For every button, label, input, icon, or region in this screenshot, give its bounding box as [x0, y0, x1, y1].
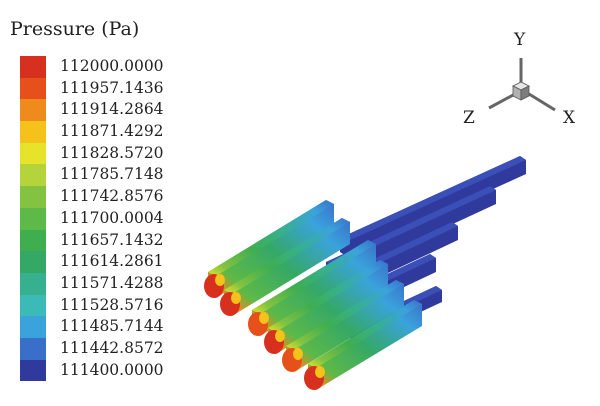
- legend-swatch: [20, 359, 46, 382]
- inlet-channels: [208, 200, 422, 390]
- legend-value: 111914.2864: [60, 100, 164, 119]
- legend-value: 111614.2861: [60, 252, 164, 271]
- legend-swatch: [20, 337, 46, 360]
- legend-value: 111528.5716: [60, 295, 164, 314]
- legend-swatch: [20, 142, 46, 165]
- axis-triad: Y Z X: [455, 28, 595, 138]
- legend-swatch: [20, 121, 46, 143]
- legend-swatch: [20, 186, 46, 208]
- legend-value: 111657.1432: [60, 230, 164, 249]
- legend-value: 111571.4288: [60, 273, 164, 292]
- legend-value: 111871.4292: [60, 122, 164, 141]
- legend-value: 112000.0000: [60, 57, 164, 75]
- legend-swatch: [20, 207, 46, 230]
- channel-model-graphic: [204, 156, 526, 390]
- y-axis-label: Y: [514, 30, 526, 50]
- legend-swatch: [20, 272, 46, 295]
- legend-value: 111742.8576: [60, 187, 164, 206]
- pressure-field-model: [190, 140, 550, 400]
- legend-value: 111828.5720: [60, 143, 164, 162]
- legend-swatch: [20, 229, 46, 252]
- legend-title: Pressure (Pa): [10, 18, 140, 40]
- legend-value: 111785.7148: [60, 165, 164, 184]
- legend-swatch: [20, 77, 46, 100]
- axis-triad-icon: [488, 58, 556, 112]
- legend-value: 111442.8572: [60, 338, 164, 357]
- legend-swatch: [20, 99, 46, 122]
- x-axis-label: X: [563, 108, 576, 128]
- inlet-high-pressure-zones: [204, 274, 325, 390]
- legend-swatch: [20, 56, 46, 78]
- legend-value: 111485.7144: [60, 317, 164, 336]
- legend-value: 111400.0000: [60, 360, 164, 379]
- legend-swatch: [20, 294, 46, 317]
- legend-swatch: [20, 251, 46, 273]
- legend-value: 111700.0004: [60, 208, 164, 227]
- legend-swatch: [20, 316, 46, 338]
- legend-swatch: [20, 164, 46, 187]
- legend-value: 111957.1436: [60, 78, 164, 97]
- color-scale-bar: [20, 56, 46, 382]
- z-axis-label: Z: [463, 108, 475, 128]
- legend-labels: 112000.0000 111957.1436 111914.2864 1118…: [60, 56, 164, 381]
